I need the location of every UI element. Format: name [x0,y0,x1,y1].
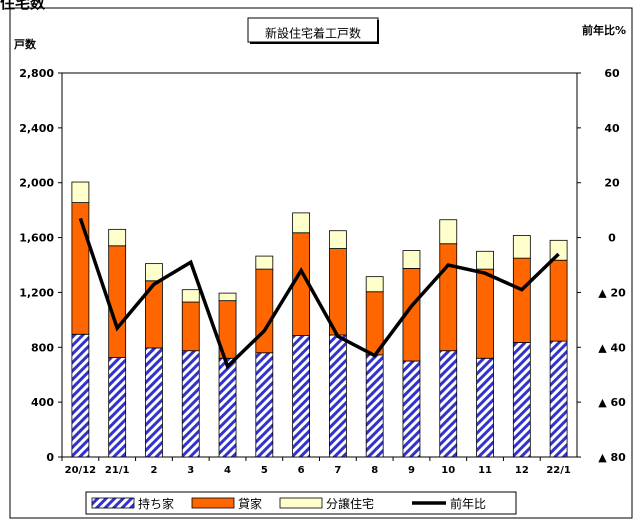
chart-title: 新設住宅着工戸数 [265,26,361,41]
x-tick-label: 5 [261,465,268,476]
bar-owner [402,360,421,458]
y-right-tick-label: 40 [604,122,620,135]
y-right-tick-label: 20 [604,177,620,190]
bar-owner [328,334,347,458]
bar-condo [365,276,384,293]
bar-rental [181,301,200,352]
bar-owner [365,354,384,458]
x-tick-label: 7 [334,465,341,476]
chart-frame [9,7,633,519]
y-right-tick-label: ▲ 40 [598,341,626,354]
x-tick-label: 2 [150,465,157,476]
plot-area [61,72,578,458]
yoy-line [78,217,560,370]
y-right-tick-label: 0 [608,232,616,245]
y-left-tick-label: 0 [46,451,54,464]
bar-rental [328,248,347,336]
page-header: 住宅数 [0,0,46,12]
bar-owner [218,357,237,458]
legend: 持ち家 貸家 分譲住宅 前年比 [85,491,517,515]
bar-owner [255,352,274,458]
bar-condo [71,181,90,203]
x-tick-label: 12 [515,465,529,476]
bar-owner [145,347,163,458]
legend-label: 貸家 [238,496,262,511]
x-tick-label: 6 [298,465,305,476]
bar-rental [476,268,494,359]
y-right-tick-label: 60 [604,67,620,80]
x-tick-label: 4 [224,465,231,476]
y-right-tick-label: ▲ 80 [598,451,626,464]
x-tick-label: 22/1 [546,465,571,476]
y-left-tick-label: 1,200 [19,286,54,299]
bar-owner [292,335,311,458]
bar-rental [549,259,568,342]
bar-owner [71,333,90,458]
chart-title-box [247,17,379,44]
legend-swatch-rental [191,497,235,509]
bar-rental [512,257,531,343]
x-tick-label: 21/1 [105,465,130,476]
y-left-tick-label: 2,400 [19,122,54,135]
x-tick-label: 10 [441,465,455,476]
legend-label: 持ち家 [138,496,174,511]
y-left-tick-label: 2,800 [19,67,54,80]
bar-condo [181,289,200,303]
bar-owner [549,340,568,458]
bar-condo [145,263,163,282]
legend-label: 分譲住宅 [326,496,374,511]
bar-condo [439,219,458,245]
bar-condo [549,239,568,261]
bar-condo [476,250,494,270]
bar-owner [181,350,200,458]
y-left-tick-label: 1,600 [19,232,54,245]
bar-condo [292,212,311,234]
bar-condo [108,228,127,247]
bar-rental [108,245,127,358]
bar-condo [255,255,274,270]
bar-condo [512,235,531,259]
legend-label: 前年比 [450,496,486,511]
bar-owner [476,357,494,458]
bar-condo [218,292,237,302]
x-tick-label: 9 [408,465,415,476]
bar-rental [439,243,458,352]
x-tick-label: 3 [187,465,194,476]
bar-condo [328,230,347,249]
bar-rental [255,268,274,354]
legend-swatch-owner [91,497,135,509]
legend-swatch-condo [279,497,323,509]
y-right-tick-label: ▲ 60 [598,396,626,409]
x-tick-label: 8 [371,465,378,476]
y-right-tick-label: ▲ 20 [598,286,626,299]
y-left-tick-label: 800 [31,341,54,354]
y-right-axis-label: 前年比% [582,23,626,37]
y-left-axis-label: 戸数 [14,37,37,51]
x-tick-label: 11 [478,465,492,476]
y-left-tick-label: 400 [31,396,54,409]
x-tick-label: 20/12 [65,465,97,476]
bar-owner [108,357,127,458]
bar-condo [402,250,421,269]
bar-owner [512,342,531,458]
bar-owner [439,350,458,458]
y-left-tick-label: 2,000 [19,177,54,190]
